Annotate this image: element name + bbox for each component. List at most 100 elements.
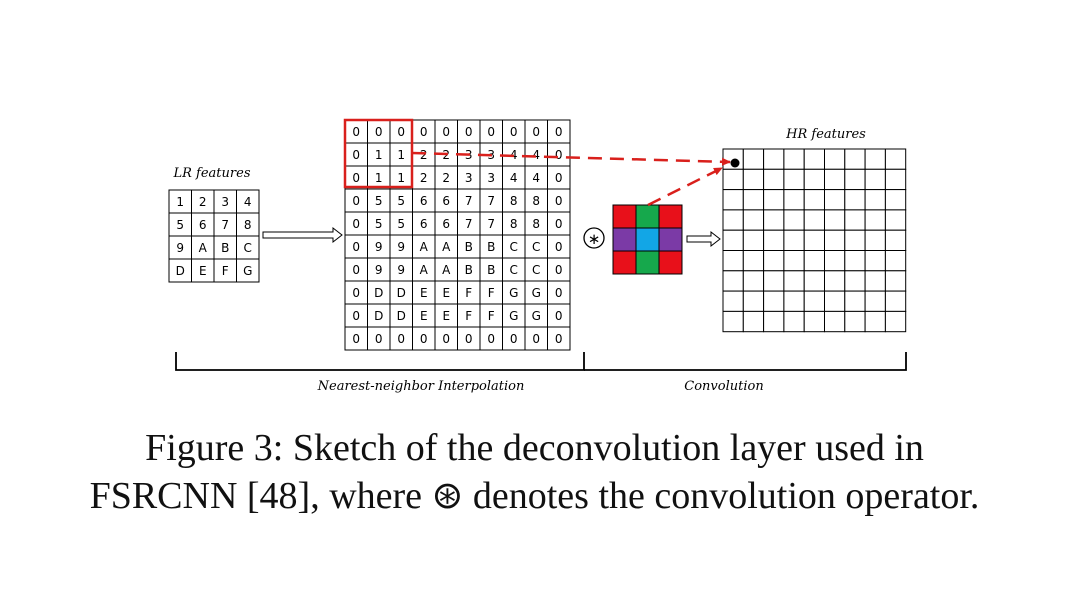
hr-cell xyxy=(824,148,846,170)
interp-cell-value: 7 xyxy=(487,194,495,208)
interp-cell-value: G xyxy=(532,286,541,300)
hr-cell xyxy=(742,290,765,312)
hr-cell xyxy=(864,189,886,211)
interp-cell-value: G xyxy=(509,309,518,323)
hr-cell xyxy=(864,310,886,333)
hr-cell xyxy=(742,270,765,292)
hr-cell xyxy=(783,229,805,251)
interp-cell-value: 0 xyxy=(555,240,563,254)
interp-cell-value: 2 xyxy=(442,171,450,185)
hr-cell xyxy=(803,229,826,251)
hr-cell xyxy=(824,229,846,251)
interp-cell-value: 0 xyxy=(352,148,360,162)
kernel-cell xyxy=(658,204,683,229)
interp-cell-value: 0 xyxy=(352,332,360,346)
hr-cell xyxy=(722,310,744,333)
interp-cell-value: 0 xyxy=(465,125,473,139)
interp-cell-value: 0 xyxy=(555,332,563,346)
section-label-interpolation: Nearest-neighbor Interpolation xyxy=(317,379,525,394)
hr-cell xyxy=(722,290,744,312)
interp-cell-value: 0 xyxy=(352,125,360,139)
interp-cell-value: 8 xyxy=(532,217,540,231)
hr-cell xyxy=(763,229,785,251)
interp-cell-value: D xyxy=(397,286,406,300)
hr-cell xyxy=(783,290,805,312)
interp-cell-value: D xyxy=(397,309,406,323)
interp-cell-value: 9 xyxy=(375,240,383,254)
hr-cell xyxy=(742,310,765,333)
interp-cell-value: A xyxy=(442,263,451,277)
interp-cell-value: 9 xyxy=(397,240,405,254)
hr-cell xyxy=(864,209,886,231)
interp-cell-value: 0 xyxy=(397,332,405,346)
interp-cell-value: 3 xyxy=(465,171,473,185)
interp-cell-value: A xyxy=(442,240,451,254)
interp-cell-value: 5 xyxy=(375,217,383,231)
interp-cell-value: 5 xyxy=(375,194,383,208)
kernel-cell xyxy=(635,204,660,229)
interp-cell-value: 1 xyxy=(397,171,405,185)
interp-cell-value: 6 xyxy=(442,194,450,208)
interp-cell-value: 0 xyxy=(352,240,360,254)
hr-cell xyxy=(844,270,866,292)
hr-cell xyxy=(884,209,907,231)
hr-cell xyxy=(844,310,866,333)
interp-cell-value: 0 xyxy=(375,125,383,139)
bracket-interpolation xyxy=(175,352,585,371)
interp-cell-value: 0 xyxy=(420,332,428,346)
interp-cell-value: 0 xyxy=(352,263,360,277)
interp-cell-value: B xyxy=(465,240,473,254)
hr-cell xyxy=(844,229,866,251)
hr-cell xyxy=(763,290,785,312)
interp-cell-value: 0 xyxy=(510,125,518,139)
hr-cell xyxy=(722,168,744,191)
hr-cell xyxy=(864,229,886,251)
interp-cell-value: 0 xyxy=(532,332,540,346)
hr-cell xyxy=(722,209,744,231)
hr-cell xyxy=(742,229,765,251)
hr-cell xyxy=(803,290,826,312)
hr-cell xyxy=(783,270,805,292)
lr-feature-grid: 1 2 3 45 6 7 89 A B CD E F G xyxy=(168,189,260,283)
interp-cell-value: 5 xyxy=(397,217,405,231)
output-pixel-dot xyxy=(730,158,740,168)
hr-cell xyxy=(824,209,846,231)
interp-cell-value: 1 xyxy=(375,148,383,162)
interp-cell-value: 1 xyxy=(397,148,405,162)
hr-cell xyxy=(803,148,826,170)
hr-cell xyxy=(864,148,886,170)
hr-cell xyxy=(844,250,866,272)
interp-cell-value: F xyxy=(488,286,495,300)
interp-cell-value: 0 xyxy=(487,125,495,139)
interp-cell-value: E xyxy=(442,286,450,300)
hr-cell xyxy=(803,189,826,211)
hr-cell xyxy=(844,168,866,191)
hr-cell xyxy=(783,310,805,333)
interp-cell-value: 0 xyxy=(487,332,495,346)
interp-cell-value: 0 xyxy=(465,332,473,346)
hr-cell xyxy=(763,209,785,231)
interp-cell-value: 0 xyxy=(375,332,383,346)
hr-cell xyxy=(844,290,866,312)
convolution-symbol: ∗ xyxy=(588,230,601,248)
interp-cell-value: B xyxy=(487,240,495,254)
interp-cell-value: 0 xyxy=(555,263,563,277)
lr-cell-value: A xyxy=(199,241,208,255)
hr-cell xyxy=(783,168,805,191)
interp-cell-value: E xyxy=(420,286,428,300)
interp-cell-value: 6 xyxy=(420,194,428,208)
interp-cell-value: E xyxy=(442,309,450,323)
hr-cell xyxy=(742,148,765,170)
hr-cell xyxy=(824,290,846,312)
interp-cell-value: 0 xyxy=(555,171,563,185)
hr-cell xyxy=(742,168,765,191)
interp-cell-value: B xyxy=(465,263,473,277)
hr-cell xyxy=(803,250,826,272)
hr-cell xyxy=(824,310,846,333)
interp-cell-value: 0 xyxy=(555,125,563,139)
interp-cell-value: 0 xyxy=(352,286,360,300)
hr-features-label: HR features xyxy=(785,127,866,142)
interp-cell-value: 0 xyxy=(555,148,563,162)
interp-cell-value: 0 xyxy=(510,332,518,346)
